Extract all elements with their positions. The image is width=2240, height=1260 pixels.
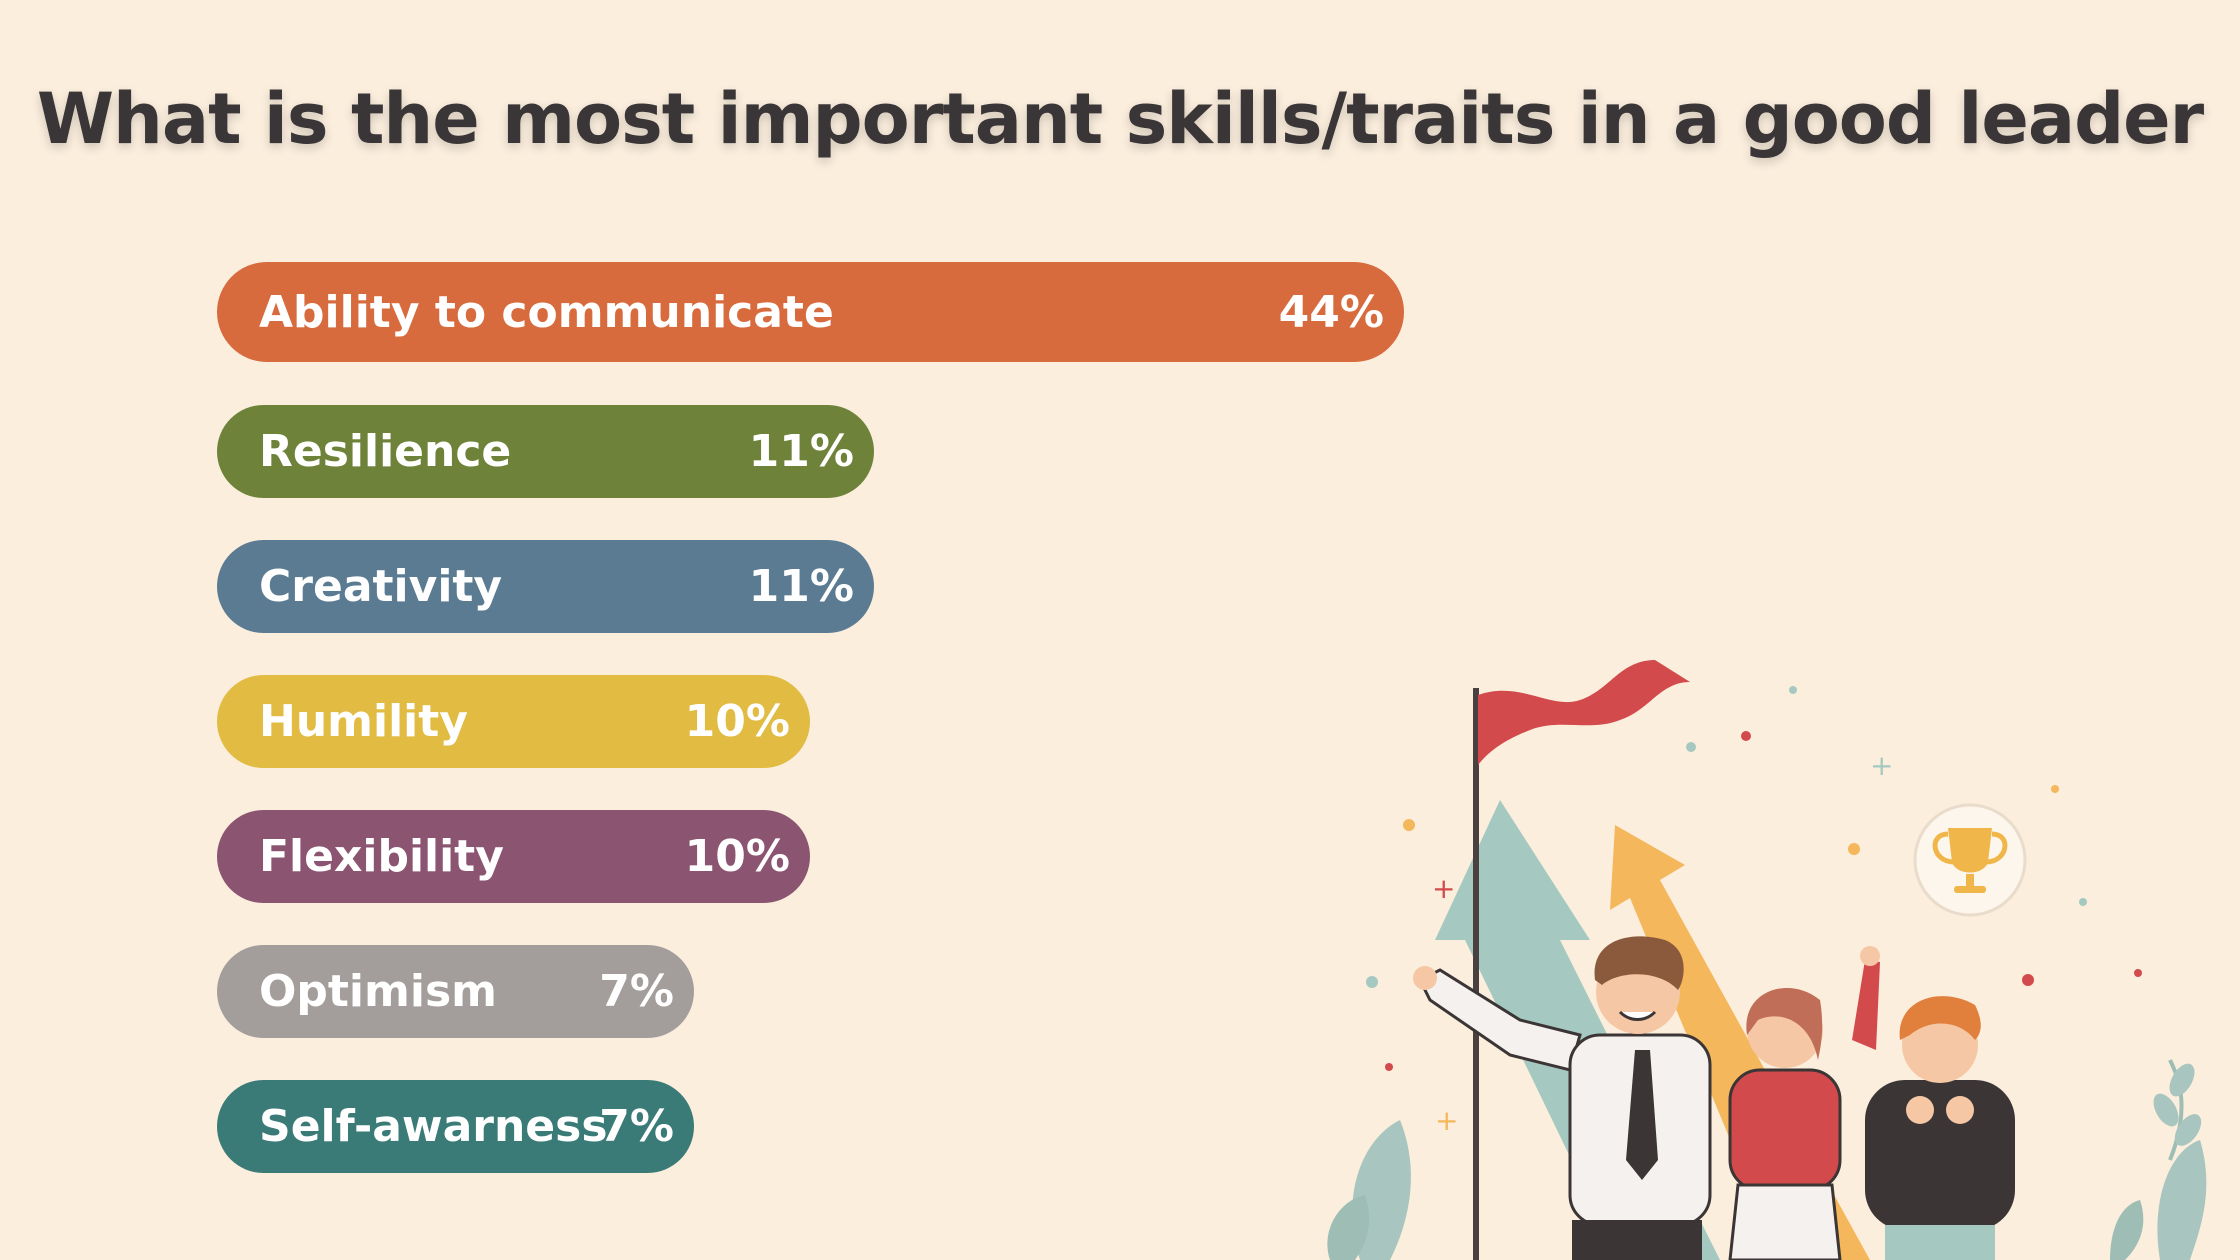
bar-value-label: 7% bbox=[599, 1101, 674, 1152]
leadership-illustration: + + + bbox=[1327, 660, 2207, 1260]
svg-text:+: + bbox=[1432, 872, 1455, 905]
leader-man-icon bbox=[1413, 936, 1712, 1260]
bar-resilience: Resilience 11% bbox=[217, 405, 874, 498]
bar-ability-to-communicate: Ability to communicate 44% bbox=[217, 262, 1404, 362]
trophy-icon bbox=[1913, 803, 2027, 917]
bar-humility: Humility 10% bbox=[217, 675, 810, 768]
bar-value-label: 10% bbox=[684, 696, 790, 747]
chart-title: What is the most important skills/traits… bbox=[36, 78, 2204, 160]
bar-label: Self-awarness bbox=[259, 1101, 608, 1152]
bar-creativity: Creativity 11% bbox=[217, 540, 874, 633]
svg-text:+: + bbox=[1870, 749, 1893, 782]
bar-value-label: 10% bbox=[684, 831, 790, 882]
bar-label: Creativity bbox=[259, 561, 503, 612]
leaf-right-icon bbox=[2110, 1059, 2207, 1260]
svg-text:+: + bbox=[1435, 1104, 1458, 1137]
bar-value-label: 7% bbox=[599, 966, 674, 1017]
leaf-left-icon bbox=[1327, 1120, 1411, 1260]
bar-label: Resilience bbox=[259, 426, 512, 477]
man-right-icon bbox=[1865, 996, 2015, 1260]
bar-optimism: Optimism 7% bbox=[217, 945, 694, 1038]
bar-value-label: 11% bbox=[748, 561, 854, 612]
bar-flexibility: Flexibility 10% bbox=[217, 810, 810, 903]
bar-label: Ability to communicate bbox=[259, 286, 834, 338]
bar-value-label: 44% bbox=[1278, 286, 1384, 338]
flag-icon bbox=[1473, 660, 1690, 1260]
woman-icon bbox=[1728, 946, 1880, 1260]
bar-label: Optimism bbox=[259, 966, 497, 1017]
bar-self-awarness: Self-awarness 7% bbox=[217, 1080, 694, 1173]
bar-label: Humility bbox=[259, 696, 468, 747]
confetti-decoration: + + + bbox=[1366, 686, 2142, 1137]
bar-value-label: 11% bbox=[748, 426, 854, 477]
bar-label: Flexibility bbox=[259, 831, 504, 882]
